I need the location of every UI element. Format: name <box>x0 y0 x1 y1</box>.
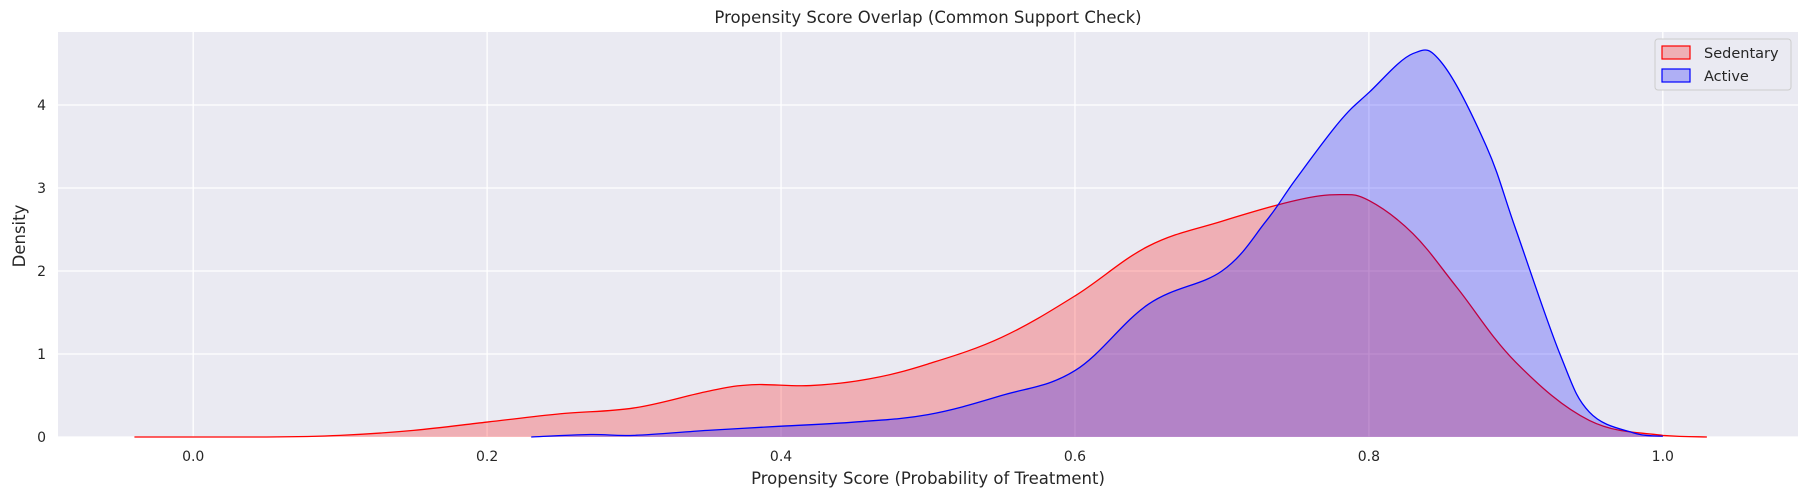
x-tick-label: 0.4 <box>770 449 792 465</box>
legend-label-sedentary: Sedentary <box>1704 46 1779 62</box>
x-tick-label: 0.6 <box>1064 449 1086 465</box>
density-fill-active <box>531 50 1663 437</box>
legend-box <box>1654 38 1792 91</box>
y-tick-label: 1 <box>37 347 46 363</box>
plot-background <box>58 32 1798 437</box>
density-line-sedentary <box>134 193 1707 438</box>
y-axis-ticks: 0 1 2 3 4 <box>37 98 46 446</box>
x-tick-label: 0.8 <box>1358 449 1380 465</box>
y-tick-label: 0 <box>37 430 46 446</box>
density-line-active <box>531 49 1663 438</box>
y-tick-label: 2 <box>37 264 46 280</box>
x-tick-label: 1.0 <box>1652 449 1674 465</box>
x-axis-label: Propensity Score (Probability of Treatme… <box>751 469 1105 488</box>
chart-title: Propensity Score Overlap (Common Support… <box>714 8 1141 27</box>
legend-swatch-active <box>1661 68 1691 83</box>
legend-label-active: Active <box>1704 69 1749 85</box>
legend-swatch-sedentary <box>1661 45 1691 60</box>
y-tick-label: 4 <box>37 98 46 114</box>
y-axis-label: Density <box>10 204 29 267</box>
density-areas <box>134 49 1707 438</box>
x-tick-label: 0.2 <box>476 449 498 465</box>
y-tick-label: 3 <box>37 181 46 197</box>
grid <box>58 32 1798 438</box>
density-fill-sedentary <box>134 194 1707 437</box>
x-axis-ticks: 0.0 0.2 0.4 0.6 0.8 1.0 <box>182 449 1674 465</box>
legend: Sedentary Active <box>1654 38 1792 91</box>
x-tick-label: 0.0 <box>182 449 204 465</box>
